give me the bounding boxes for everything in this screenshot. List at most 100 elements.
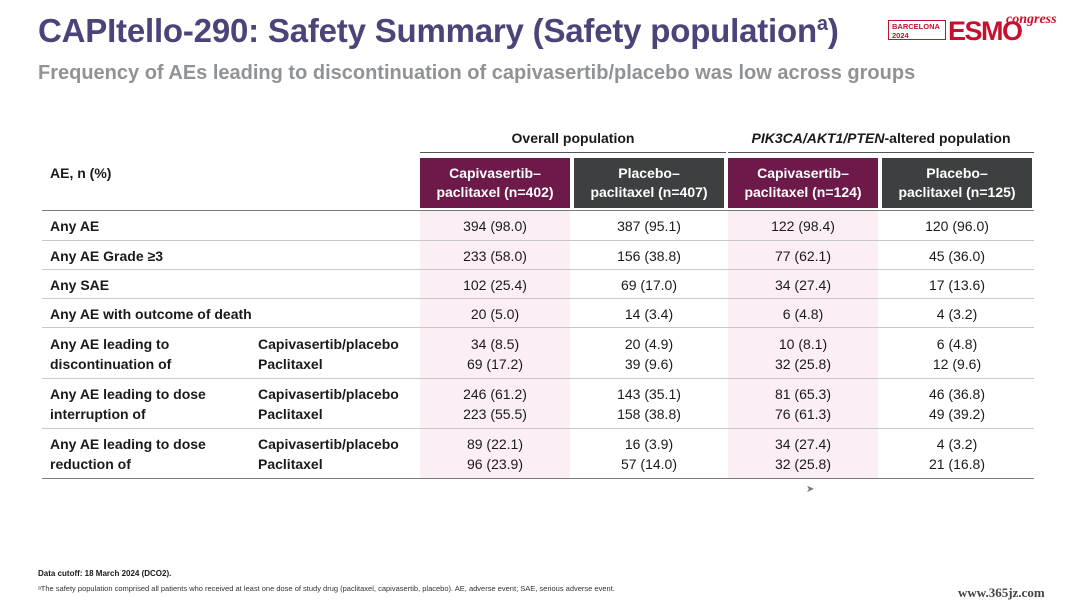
table-cell: 156 (38.8) xyxy=(617,248,681,264)
row-label-reduction: Any AE leading to dose reduction of xyxy=(50,434,206,474)
table-cell: 246 (61.2) xyxy=(463,386,527,402)
col1-line1: Capivasertib– xyxy=(449,165,541,181)
footnote-safety: ᵃThe safety population comprised all pat… xyxy=(38,584,615,593)
table-cell: 233 (58.0) xyxy=(463,248,527,264)
table-cell: 4 (3.2) xyxy=(936,306,978,322)
column-shade-capi-overall xyxy=(420,210,570,478)
row-label-death: Any AE with outcome of death xyxy=(50,306,252,322)
ae-column-header: AE, n (%) xyxy=(50,165,112,181)
table-cell: 96 (23.9) xyxy=(466,456,524,472)
group-rule-overall xyxy=(420,152,726,153)
row-divider xyxy=(42,298,1034,299)
table-cell: 76 (61.3) xyxy=(774,406,832,422)
row-label-discontinuation: Any AE leading to discontinuation of xyxy=(50,334,171,374)
table-cell: 143 (35.1) xyxy=(617,386,681,402)
col3-line2: paclitaxel (n=124) xyxy=(744,184,862,200)
label-line2: reduction of xyxy=(50,456,131,472)
table-cell: 20 (5.0) xyxy=(470,306,520,322)
col3-line1: Capivasertib– xyxy=(757,165,849,181)
logo-city-badge: BARCELONA 2024 xyxy=(888,20,946,40)
logo-city: BARCELONA xyxy=(892,22,940,31)
col4-line2: paclitaxel (n=125) xyxy=(898,184,1016,200)
footnote-cutoff: Data cutoff: 18 March 2024 (DCO2). xyxy=(38,569,172,578)
col2-line1: Placebo– xyxy=(618,165,680,181)
table-cell: 120 (96.0) xyxy=(925,218,989,234)
row-divider xyxy=(42,240,1034,241)
table-cell: 34 (27.4) xyxy=(774,277,832,293)
table-cell: 16 (3.9) xyxy=(624,436,674,452)
col2-line2: paclitaxel (n=407) xyxy=(590,184,708,200)
label-line1: Any AE leading to dose xyxy=(50,386,206,402)
row-divider xyxy=(42,269,1034,270)
column-header-placebo-altered: Placebo– paclitaxel (n=125) xyxy=(882,158,1032,208)
table-bottom-rule xyxy=(42,478,1034,479)
table-cell: 57 (14.0) xyxy=(620,456,678,472)
title-footnote-marker: a xyxy=(816,13,828,35)
table-cell: 12 (9.6) xyxy=(932,356,982,372)
table-cell: 223 (55.5) xyxy=(463,406,527,422)
table-cell: 10 (8.1) xyxy=(778,336,828,352)
table-cell: 6 (4.8) xyxy=(936,336,978,352)
row-divider xyxy=(42,428,1034,429)
table-cell: 46 (36.8) xyxy=(928,386,986,402)
row-divider xyxy=(42,378,1034,379)
row-divider xyxy=(42,327,1034,328)
page-title: CAPItello-290: Safety Summary (Safety po… xyxy=(38,12,839,49)
sub-label: Paclitaxel xyxy=(258,356,323,372)
table-cell: 387 (95.1) xyxy=(617,218,681,234)
table-cell: 77 (62.1) xyxy=(774,248,832,264)
table-cell: 14 (3.4) xyxy=(624,306,674,322)
table-cell: 34 (8.5) xyxy=(470,336,520,352)
page-title-text: CAPItello-290: Safety Summary (Safety po… xyxy=(38,12,817,49)
table-cell: 69 (17.0) xyxy=(620,277,678,293)
row-label-any-ae: Any AE xyxy=(50,218,100,234)
group-header-overall: Overall population xyxy=(511,130,635,146)
watermark: www.365jz.com xyxy=(958,585,1045,600)
table-cell: 158 (38.8) xyxy=(617,406,681,422)
table-cell: 81 (65.3) xyxy=(774,386,832,402)
row-label-interruption: Any AE leading to dose interruption of xyxy=(50,384,206,424)
table-cell: 4 (3.2) xyxy=(936,436,978,452)
mouse-cursor-icon: ➤ xyxy=(806,484,815,495)
gene-names: PIK3CA/AKT1/PTEN xyxy=(751,130,885,146)
row-label-sae: Any SAE xyxy=(50,277,110,293)
table-cell: 17 (13.6) xyxy=(928,277,986,293)
table-cell: 49 (39.2) xyxy=(928,406,986,422)
altered-suffix: -altered population xyxy=(884,130,1011,146)
table-cell: 45 (36.0) xyxy=(928,248,986,264)
sub-label: Capivasertib/placebo xyxy=(258,436,399,452)
table-cell: 122 (98.4) xyxy=(771,218,835,234)
table-cell: 32 (25.8) xyxy=(774,356,832,372)
col1-line2: paclitaxel (n=402) xyxy=(436,184,554,200)
logo-word: congress xyxy=(1006,12,1057,27)
column-header-capi-overall: Capivasertib– paclitaxel (n=402) xyxy=(420,158,570,208)
page-subtitle: Frequency of AEs leading to discontinuat… xyxy=(38,62,916,84)
col4-line1: Placebo– xyxy=(926,165,988,181)
table-cell: 394 (98.0) xyxy=(463,218,527,234)
label-line2: discontinuation of xyxy=(50,356,172,372)
column-shade-capi-altered xyxy=(728,210,878,478)
table-cell: 20 (4.9) xyxy=(624,336,674,352)
column-header-placebo-overall: Placebo– paclitaxel (n=407) xyxy=(574,158,724,208)
table-cell: 89 (22.1) xyxy=(466,436,524,452)
table-cell: 6 (4.8) xyxy=(782,306,824,322)
label-line1: Any AE leading to dose xyxy=(50,436,206,452)
table-cell: 69 (17.2) xyxy=(466,356,524,372)
logo-year: 2024 xyxy=(892,31,909,40)
table-cell: 21 (16.8) xyxy=(928,456,986,472)
label-line2: interruption of xyxy=(50,406,146,422)
esmo-logo: BARCELONA 2024 ESMO congress xyxy=(888,12,1060,50)
sub-label: Capivasertib/placebo xyxy=(258,386,399,402)
column-header-capi-altered: Capivasertib– paclitaxel (n=124) xyxy=(728,158,878,208)
logo-brand: ESMO xyxy=(948,16,1023,46)
sub-label: Paclitaxel xyxy=(258,406,323,422)
table-cell: 32 (25.8) xyxy=(774,456,832,472)
table-cell: 39 (9.6) xyxy=(624,356,674,372)
table-cell: 34 (27.4) xyxy=(774,436,832,452)
group-rule-altered xyxy=(728,152,1034,153)
sub-label: Capivasertib/placebo xyxy=(258,336,399,352)
table-header-rule xyxy=(42,210,1034,211)
group-header-altered: PIK3CA/AKT1/PTEN-altered population xyxy=(728,130,1034,146)
label-line1: Any AE leading to xyxy=(50,336,170,352)
row-label-grade3: Any AE Grade ≥3 xyxy=(50,248,163,264)
